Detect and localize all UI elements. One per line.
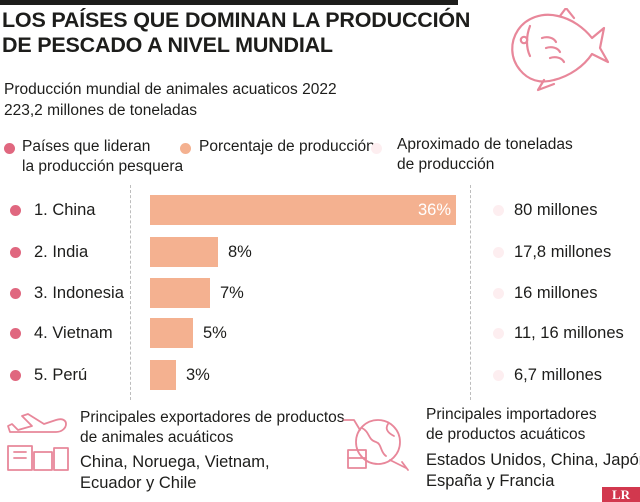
country-label: 4. Vietnam	[34, 324, 113, 342]
tons-label: 17,8 millones	[514, 243, 612, 261]
page-title: Los países que dominan la producción de …	[2, 8, 472, 58]
importers-list: Estados Unidos, China, Japón, España y F…	[426, 450, 640, 492]
bar-vietnam	[150, 318, 193, 348]
separator-right	[470, 185, 471, 400]
legend-countries-line-1: Países que lideran	[22, 138, 151, 155]
legend-countries-line-2: la producción pesquera	[22, 158, 184, 175]
legend-tons-line-1: Aproximado de toneladas	[397, 136, 573, 153]
legend-dot-countries	[4, 143, 15, 154]
tons-label: 80 millones	[514, 201, 598, 219]
exporters-list-line-1: China, Noruega, Vietnam,	[80, 453, 270, 471]
fish-icon	[511, 8, 610, 92]
subtitle: Producción mundial de animales acuaticos…	[4, 81, 337, 98]
legend-tons-line-2: de producción	[397, 156, 495, 173]
legend-countries: Países que lideran la producción pesquer…	[22, 137, 183, 177]
tons-label: 6,7 millones	[514, 366, 603, 384]
bar-india	[150, 237, 218, 267]
legend-dot-percentage	[180, 143, 191, 154]
importers-heading-line-1: Principales importadores	[426, 406, 597, 423]
airplane-icon	[7, 413, 69, 471]
top-rule	[0, 0, 458, 5]
bar-value-label: 8%	[228, 243, 252, 261]
row-dot-tons	[493, 247, 504, 258]
importers-list-line-1: Estados Unidos, China, Japón,	[426, 451, 640, 469]
bar-china	[150, 195, 456, 225]
subtitle-total-value: 223,2 millones	[4, 102, 104, 119]
exporters-list: China, Noruega, Vietnam, Ecuador y Chile	[80, 452, 270, 494]
bar-value-label: 5%	[203, 324, 227, 342]
title-line-1: Los países que dominan la producción	[2, 8, 471, 32]
row-dot	[10, 370, 21, 381]
row-dot-tons	[493, 205, 504, 216]
tons-label: 16 millones	[514, 284, 598, 302]
separator-left	[130, 185, 131, 400]
title-line-2: de pescado a nivel mundial	[2, 33, 333, 57]
bar-peru	[150, 360, 176, 390]
importers-list-line-2: España y Francia	[426, 472, 555, 490]
legend-dot-tons	[371, 143, 382, 154]
legend-percentage: Porcentaje de producción	[199, 138, 375, 155]
country-label: 3. Indonesia	[34, 284, 124, 302]
row-dot	[10, 247, 21, 258]
country-label: 5. Perú	[34, 366, 88, 384]
exporters-heading-line-2: de animales acuáticos	[80, 429, 234, 446]
tons-label: 11, 16 millones	[514, 324, 624, 342]
bar-value-label: 36%	[418, 201, 452, 219]
exporters-heading-line-1: Principales exportadores de productos	[80, 409, 345, 426]
subtitle-total-unit: de toneladas	[103, 102, 198, 119]
subtitle-total: 223,2 millones de toneladas	[4, 101, 197, 121]
row-dot	[10, 328, 21, 339]
globe-shipping-icon	[343, 419, 409, 471]
row-dot	[10, 288, 21, 299]
legend-tons: Aproximado de toneladas de producción	[397, 135, 573, 175]
row-dot-tons	[493, 370, 504, 381]
importers-heading-line-2: de productos acuáticos	[426, 426, 586, 443]
row-dot-tons	[493, 288, 504, 299]
row-dot	[10, 205, 21, 216]
bar-value-label: 7%	[220, 284, 244, 302]
lr-logo: LR	[602, 487, 640, 502]
importers-heading: Principales importadores de productos ac…	[426, 405, 597, 445]
bar-value-label: 3%	[186, 366, 210, 384]
row-dot-tons	[493, 328, 504, 339]
country-label: 1. China	[34, 201, 96, 219]
exporters-heading: Principales exportadores de productos de…	[80, 408, 345, 448]
exporters-list-line-2: Ecuador y Chile	[80, 474, 197, 492]
bar-indonesia	[150, 278, 210, 308]
country-label: 2. India	[34, 243, 89, 261]
